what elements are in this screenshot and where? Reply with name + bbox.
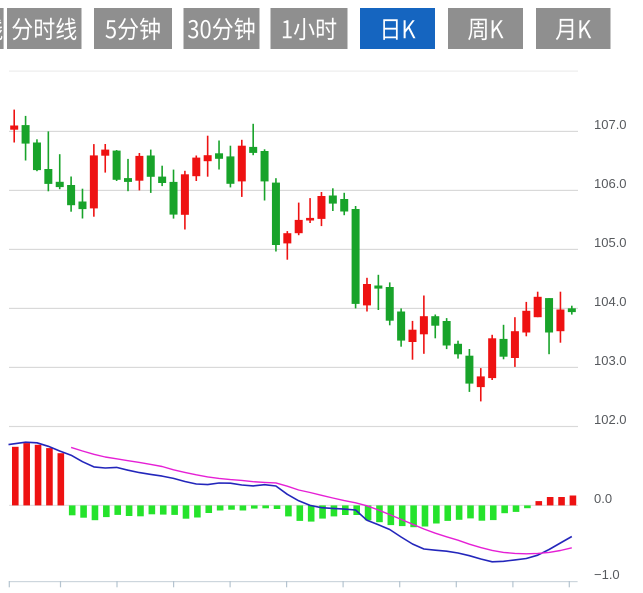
svg-text:102.0: 102.0 <box>594 412 627 427</box>
svg-text:104.0: 104.0 <box>594 294 627 309</box>
svg-text:0.0: 0.0 <box>594 491 612 506</box>
svg-text:103.0: 103.0 <box>594 353 627 368</box>
svg-text:106.0: 106.0 <box>594 176 627 191</box>
svg-text:107.0: 107.0 <box>594 117 627 132</box>
svg-text:105.0: 105.0 <box>594 235 627 250</box>
svg-text:−1.0: −1.0 <box>594 567 620 582</box>
